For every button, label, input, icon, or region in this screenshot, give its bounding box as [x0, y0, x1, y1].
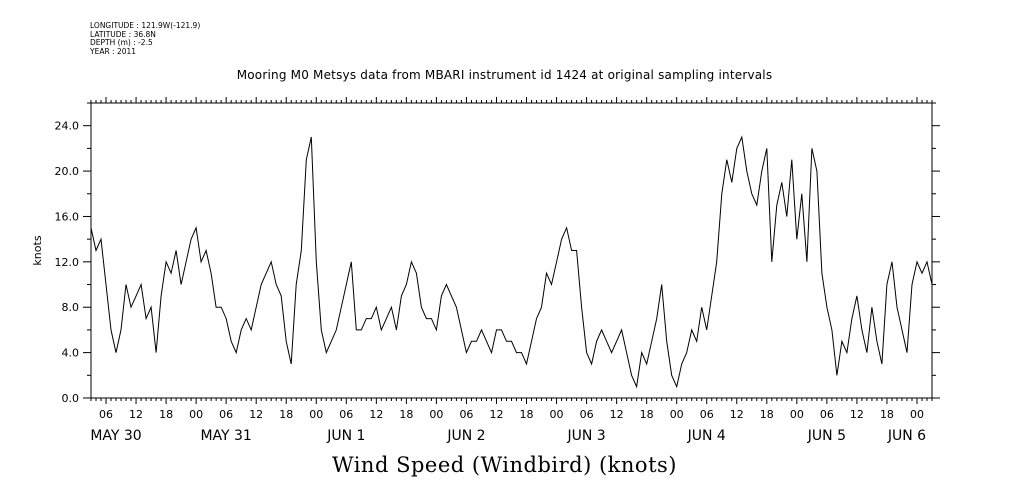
x-hour-tick-label: 00	[910, 408, 924, 421]
x-hour-tick-label: 12	[249, 408, 263, 421]
latitude-label: LATITUDE : 36.8N	[90, 29, 156, 39]
year-label: YEAR : 2011	[90, 46, 137, 56]
x-hour-tick-label: 18	[520, 408, 534, 421]
x-hour-tick-label: 06	[339, 408, 353, 421]
x-hour-tick-label: 12	[610, 408, 624, 421]
series-line	[90, 135, 933, 389]
x-hour-tick-label: 12	[369, 408, 383, 421]
x-hour-tick-label: 00	[429, 408, 443, 421]
y-tick-label: 0.0	[62, 392, 80, 405]
x-date-label: MAY 30	[90, 428, 141, 444]
y-tick-label: 24.0	[55, 120, 80, 133]
y-tick-label: 4.0	[62, 347, 80, 360]
longitude-label: LONGITUDE : 121.9W(-121.9)	[90, 21, 201, 30]
x-hour-tick-label: 06	[580, 408, 594, 421]
x-date-label: JUN 2	[446, 428, 485, 444]
chart-title: Mooring M0 Metsys data from MBARI instru…	[236, 68, 773, 82]
x-date-label: JUN 3	[566, 428, 605, 444]
x-hour-tick-label: 12	[850, 408, 864, 421]
x-hour-tick-label: 00	[550, 408, 564, 421]
x-date-label: JUN 5	[807, 428, 846, 444]
x-hour-tick-label: 06	[219, 408, 233, 421]
depth-label: DEPTH (m) : -2.5	[90, 38, 153, 47]
x-hour-tick-label: 12	[129, 408, 143, 421]
y-tick-label: 12.0	[55, 256, 80, 269]
x-hour-tick-label: 18	[279, 408, 293, 421]
x-hour-tick-label: 18	[399, 408, 413, 421]
x-hour-tick-label: 06	[99, 408, 113, 421]
x-hour-tick-label: 06	[459, 408, 473, 421]
x-hour-tick-label: 00	[189, 408, 203, 421]
x-date-label: JUN 6	[887, 428, 926, 444]
x-date-label: JUN 1	[326, 428, 365, 444]
x-hour-tick-label: 06	[700, 408, 714, 421]
x-hour-tick-label: 18	[640, 408, 654, 421]
x-hour-tick-label: 00	[790, 408, 804, 421]
x-hour-tick-label: 12	[730, 408, 744, 421]
y-axis-label: knots	[31, 235, 44, 265]
x-hour-tick-label: 18	[880, 408, 894, 421]
x-hour-tick-label: 06	[820, 408, 834, 421]
x-hour-tick-label: 18	[760, 408, 774, 421]
x-hour-tick-label: 18	[159, 408, 173, 421]
x-axis-title: Wind Speed (Windbird) (knots)	[332, 453, 677, 477]
x-hour-tick-label: 12	[489, 408, 503, 421]
station-metadata: LONGITUDE : 121.9W(-121.9) LATITUDE : 36…	[90, 21, 201, 56]
x-hour-tick-label: 00	[670, 408, 684, 421]
x-date-label: JUN 4	[687, 428, 726, 444]
y-tick-label: 16.0	[55, 210, 80, 223]
y-tick-label: 20.0	[55, 165, 80, 178]
x-hour-tick-label: 00	[309, 408, 323, 421]
y-tick-label: 8.0	[62, 301, 80, 314]
x-date-label: MAY 31	[200, 428, 251, 444]
